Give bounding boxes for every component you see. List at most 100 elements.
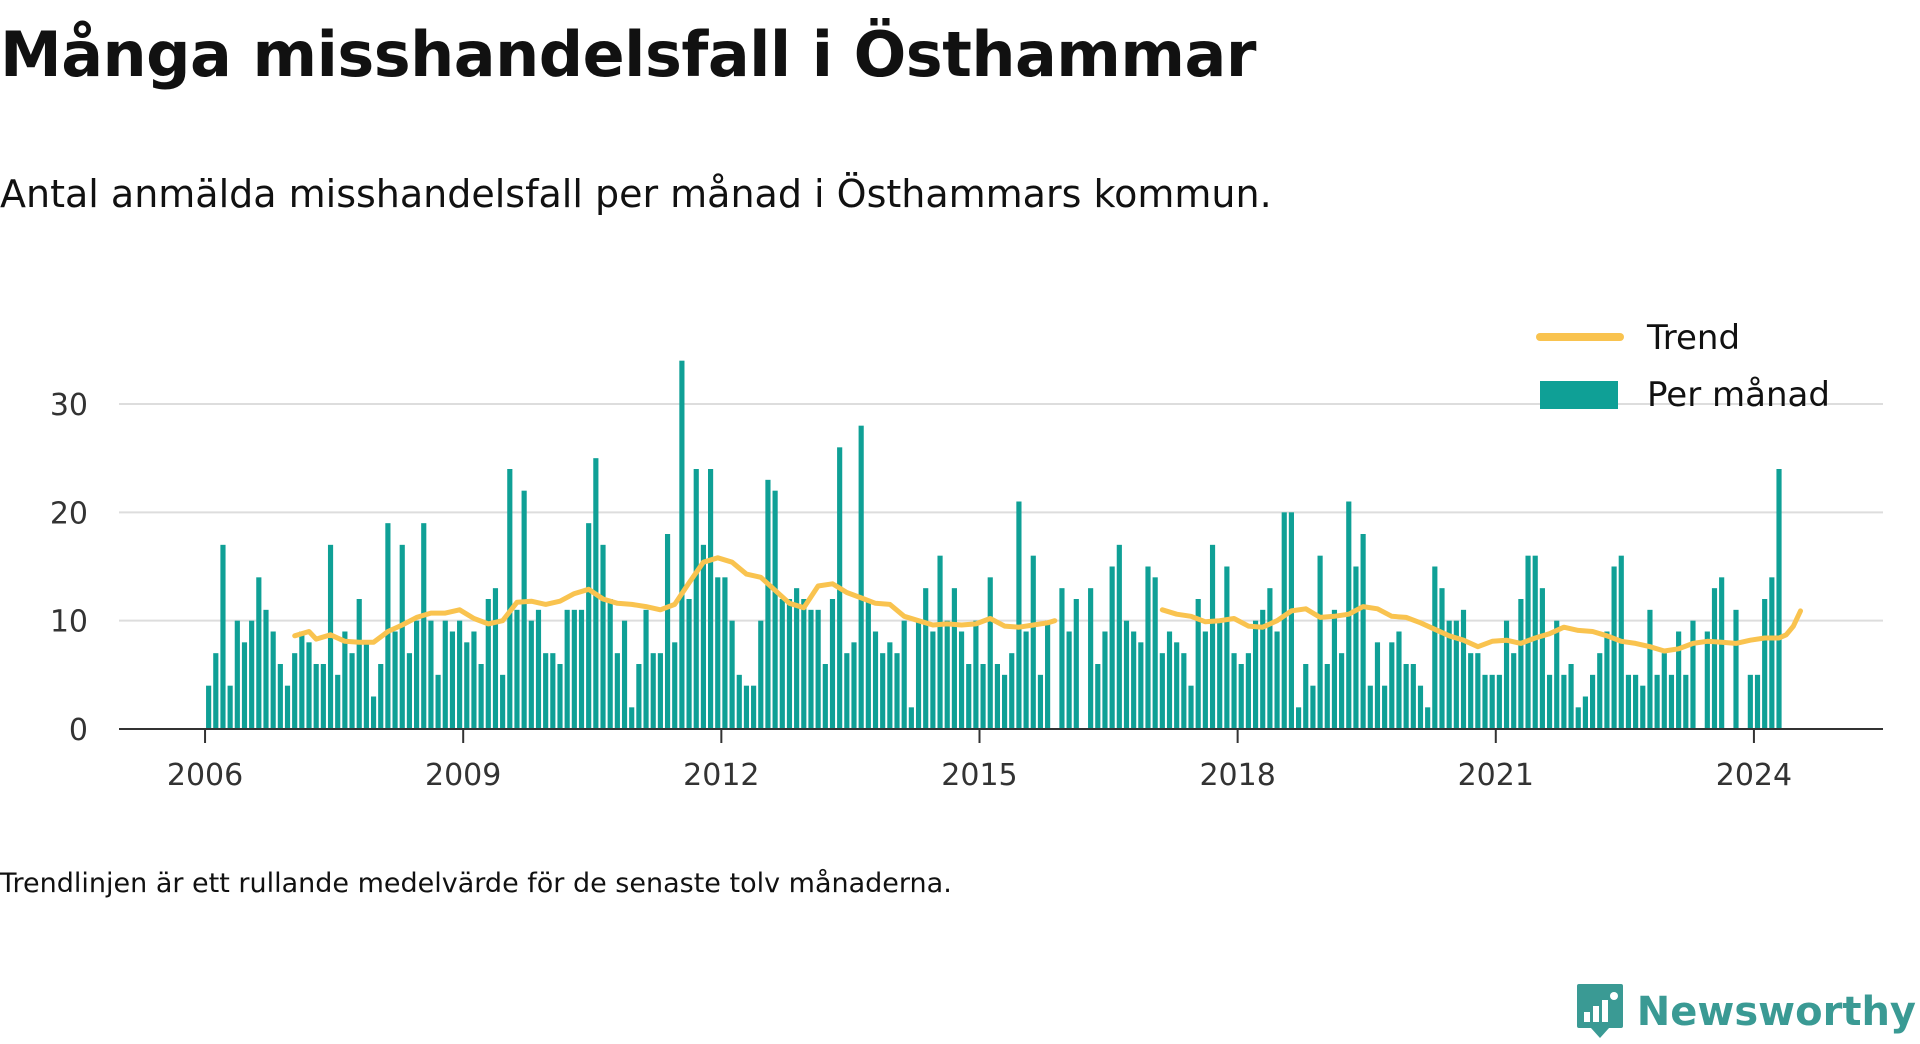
bar bbox=[1166, 631, 1173, 729]
y-tick-label: 20 bbox=[50, 496, 88, 531]
bar bbox=[1260, 609, 1266, 729]
x-tick-label: 2015 bbox=[941, 758, 1017, 793]
bar bbox=[1088, 588, 1094, 729]
footnote: Trendlinjen är ett rullande medelvärde f… bbox=[0, 868, 952, 899]
bar bbox=[1209, 544, 1216, 729]
bar bbox=[500, 674, 506, 729]
bar bbox=[1174, 642, 1180, 729]
bar bbox=[801, 599, 807, 729]
bar bbox=[887, 642, 893, 729]
bar bbox=[1496, 674, 1502, 729]
bar bbox=[1324, 664, 1330, 729]
bar bbox=[1625, 674, 1632, 729]
bar bbox=[1217, 620, 1223, 729]
bar bbox=[743, 685, 750, 729]
bar bbox=[1403, 664, 1409, 729]
bar bbox=[908, 707, 914, 729]
bar bbox=[1181, 653, 1187, 729]
bar bbox=[844, 653, 850, 729]
bar bbox=[1095, 664, 1101, 729]
bar bbox=[1045, 620, 1051, 729]
bar bbox=[1303, 664, 1309, 729]
trend-line bbox=[292, 555, 1058, 645]
bar bbox=[1654, 674, 1660, 729]
bar bbox=[414, 620, 420, 729]
bar bbox=[1733, 609, 1739, 729]
bar bbox=[1331, 609, 1338, 729]
bar bbox=[650, 653, 656, 729]
bar bbox=[313, 664, 319, 729]
trend-series bbox=[292, 555, 1803, 654]
bar bbox=[521, 490, 527, 729]
bar bbox=[1776, 469, 1782, 729]
bar bbox=[385, 523, 391, 729]
bar bbox=[370, 696, 377, 729]
bar bbox=[1475, 653, 1481, 729]
bar bbox=[858, 425, 864, 729]
bar bbox=[1546, 674, 1553, 729]
bar bbox=[715, 577, 721, 729]
bar bbox=[435, 674, 441, 729]
bar bbox=[299, 631, 305, 729]
bar bbox=[306, 642, 312, 729]
bar bbox=[485, 599, 491, 729]
bar bbox=[751, 685, 757, 729]
legend-trend-label: Trend bbox=[1646, 318, 1740, 358]
bar bbox=[478, 664, 484, 729]
bar bbox=[571, 609, 577, 729]
brand[interactable]: Newsworthy bbox=[1575, 980, 1916, 1044]
bar bbox=[578, 609, 585, 729]
bar bbox=[1690, 620, 1696, 729]
bar bbox=[1468, 653, 1474, 729]
bar bbox=[1633, 674, 1639, 729]
bar bbox=[270, 631, 276, 729]
bar bbox=[1762, 599, 1768, 729]
bar bbox=[356, 599, 362, 729]
bar bbox=[958, 631, 965, 729]
bar bbox=[865, 599, 871, 729]
bar bbox=[227, 685, 233, 729]
bar bbox=[1152, 577, 1158, 729]
bar bbox=[1317, 555, 1323, 729]
bar bbox=[758, 620, 764, 729]
bar bbox=[586, 523, 592, 729]
bar bbox=[1296, 707, 1302, 729]
bar bbox=[471, 631, 477, 729]
bar bbox=[342, 631, 348, 729]
bar bbox=[815, 609, 821, 729]
bar bbox=[930, 631, 936, 729]
bar bbox=[621, 620, 628, 729]
bar bbox=[1747, 674, 1753, 729]
bar bbox=[1231, 653, 1237, 729]
bar bbox=[944, 620, 950, 729]
monthly-bars bbox=[206, 360, 1782, 729]
bar bbox=[256, 577, 262, 729]
axes: 0 10 20 30 2006 2009 2012 2015 2018 2021 2024 bbox=[50, 388, 1883, 793]
bar bbox=[1159, 653, 1165, 729]
bar bbox=[535, 609, 542, 729]
bar bbox=[449, 631, 456, 729]
bar bbox=[1568, 664, 1574, 729]
bar bbox=[1360, 534, 1366, 729]
bar bbox=[1711, 588, 1718, 729]
bar bbox=[1016, 501, 1022, 729]
bar bbox=[901, 620, 907, 729]
bar bbox=[406, 653, 412, 729]
bar bbox=[966, 664, 972, 729]
bar bbox=[1059, 588, 1065, 729]
bar bbox=[464, 642, 470, 729]
bar bbox=[1116, 544, 1122, 729]
bar bbox=[1131, 631, 1137, 729]
bar bbox=[335, 674, 341, 729]
chart-title: Många misshandelsfall i Östhammar bbox=[0, 18, 1256, 91]
bar bbox=[1267, 588, 1273, 729]
bar bbox=[772, 490, 778, 729]
bar bbox=[528, 620, 534, 729]
bar bbox=[1640, 685, 1646, 729]
brand-name: Newsworthy bbox=[1636, 989, 1916, 1035]
bar bbox=[1367, 685, 1373, 729]
bar bbox=[220, 544, 226, 729]
bar bbox=[1245, 653, 1251, 729]
x-tick-label: 2018 bbox=[1199, 758, 1275, 793]
newsworthy-logo-icon bbox=[1576, 984, 1623, 1038]
